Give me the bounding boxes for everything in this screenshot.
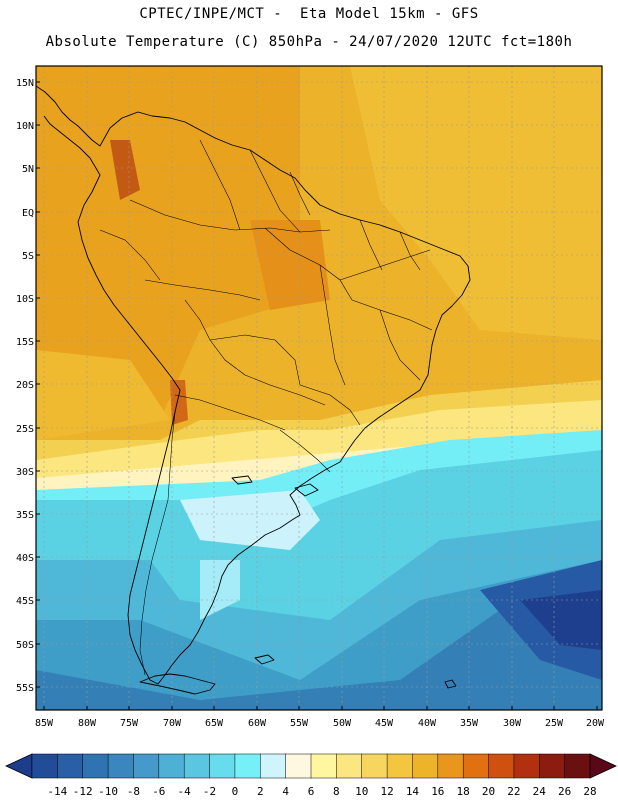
- colorbar-cell: [310, 753, 337, 779]
- lon-label: 30W: [503, 718, 522, 729]
- colorbar-label: 20: [482, 785, 495, 798]
- colorbar: -14 -12 -10 -8 -6 -4 -2 0 2 4 6 8 10 12 14 16 18 20 22 24 26…: [5, 753, 617, 798]
- lon-axis-labels: 85W 80W 75W 70W 65W 60W 55W 50W 45W 40W …: [35, 718, 605, 729]
- colorbar-cell: [513, 753, 540, 779]
- colorbar-label: 24: [533, 785, 547, 798]
- colorbar-label: 2: [257, 785, 264, 798]
- lat-label: 55S: [16, 683, 34, 694]
- lon-label: 85W: [35, 718, 54, 729]
- colorbar-label: -8: [127, 785, 140, 798]
- colorbar-cell: [564, 753, 591, 779]
- colorbar-label: -2: [203, 785, 216, 798]
- colorbar-label: 6: [308, 785, 315, 798]
- lat-label: 15N: [16, 78, 34, 89]
- lon-label: 80W: [78, 718, 97, 729]
- lon-label: 40W: [418, 718, 437, 729]
- lon-label: 55W: [290, 718, 309, 729]
- lat-label: 40S: [16, 553, 34, 564]
- colorbar-cell: [107, 753, 134, 779]
- colorbar-label: -6: [152, 785, 165, 798]
- lat-label: 50S: [16, 640, 34, 651]
- lon-label: 60W: [248, 718, 267, 729]
- colorbar-cell: [158, 753, 185, 779]
- lat-label: EQ: [22, 208, 34, 219]
- lat-label: 5N: [22, 164, 34, 175]
- colorbar-cell: [437, 753, 464, 779]
- colorbar-cell: [412, 753, 439, 779]
- colorbar-label: -10: [98, 785, 118, 798]
- colorbar-cell: [31, 753, 58, 779]
- temperature-field: [36, 66, 602, 710]
- lon-label: 25W: [545, 718, 564, 729]
- colorbar-cell: [57, 753, 84, 779]
- colorbar-cell: [361, 753, 388, 779]
- map-title-line1: CPTEC/INPE/MCT - Eta Model 15km - GFS: [139, 6, 479, 22]
- lon-label: 65W: [205, 718, 224, 729]
- lon-label: 50W: [333, 718, 352, 729]
- country-borders: [99, 139, 433, 676]
- lat-label: 10S: [16, 294, 34, 305]
- colorbar-cell: [539, 753, 566, 779]
- colorbar-cell: [133, 753, 160, 779]
- lat-label: 10N: [16, 121, 34, 132]
- lat-label: 30S: [16, 467, 34, 478]
- colorbar-cell: [260, 753, 287, 779]
- colorbar-label: -12: [73, 785, 93, 798]
- lon-label: 45W: [375, 718, 394, 729]
- colorbar-label: 18: [457, 785, 470, 798]
- colorbar-cell: [183, 753, 211, 779]
- lat-label: 35S: [16, 510, 34, 521]
- axis-ticks: [36, 81, 598, 710]
- colorbar-cell: [386, 753, 413, 779]
- lat-label: 25S: [16, 424, 34, 435]
- lon-label: 35W: [460, 718, 479, 729]
- lat-label: 5S: [22, 251, 34, 262]
- colorbar-arrow-left: [5, 753, 33, 779]
- colorbar-label: 14: [406, 785, 420, 798]
- colorbar-cell: [209, 753, 236, 779]
- colorbar-label: 28: [583, 785, 596, 798]
- lon-label: 20W: [586, 718, 605, 729]
- colorbar-cell: [285, 753, 312, 779]
- colorbar-label: 10: [355, 785, 368, 798]
- lon-label: 70W: [163, 718, 182, 729]
- colorbar-label: 16: [431, 785, 444, 798]
- lat-axis-labels: 15N 10N 5N EQ 5S 10S 15S 20S 25S 30S 35S…: [16, 78, 34, 694]
- colorbar-cell: [462, 753, 490, 779]
- colorbar-label: 12: [380, 785, 393, 798]
- colorbar-labels: -14 -12 -10 -8 -6 -4 -2 0 2 4 6 8 10 12 14 16 18 20 22 24 26…: [47, 785, 596, 798]
- map-frame: [35, 65, 603, 711]
- coastline-map: [36, 85, 471, 695]
- colorbar-label: 8: [333, 785, 340, 798]
- lon-label: 75W: [120, 718, 139, 729]
- colorbar-cell: [488, 753, 515, 779]
- colorbar-label: -4: [178, 785, 192, 798]
- colorbar-label: 26: [558, 785, 571, 798]
- graticule: [36, 66, 602, 710]
- map-title-line2: Absolute Temperature (C) 850hPa - 24/07/…: [45, 34, 573, 50]
- colorbar-label: 4: [282, 785, 289, 798]
- lat-label: 15S: [16, 337, 34, 348]
- colorbar-cell: [234, 753, 261, 779]
- colorbar-cell: [336, 753, 363, 779]
- colorbar-cell: [82, 753, 109, 779]
- lat-label: 20S: [16, 380, 34, 391]
- colorbar-label: 22: [507, 785, 520, 798]
- colorbar-arrow-right: [589, 753, 617, 779]
- colorbar-label: -14: [47, 785, 67, 798]
- colorbar-label: 0: [232, 785, 239, 798]
- colorbar-cells: [31, 753, 591, 779]
- lat-label: 45S: [16, 596, 34, 607]
